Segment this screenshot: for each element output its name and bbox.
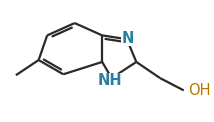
Text: N: N [122,31,134,46]
Text: OH: OH [189,83,211,98]
Text: NH: NH [97,73,122,88]
